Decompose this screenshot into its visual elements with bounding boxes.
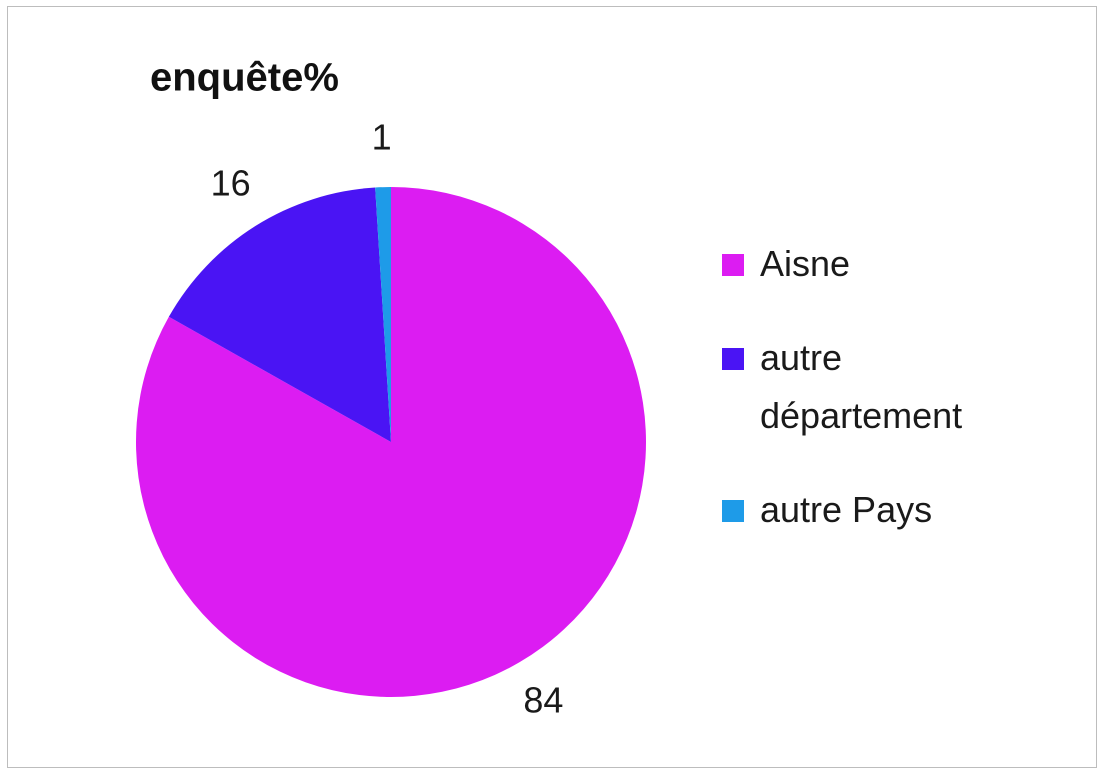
pie-slice [136,187,647,698]
pie-slice [168,187,391,442]
data-label: 1 [372,117,392,158]
legend-swatch [722,500,744,522]
data-label: 16 [211,163,251,204]
legend-swatch [722,254,744,276]
legend-item: Aisne [720,235,1040,293]
legend-item: autre Pays [720,481,1040,539]
legend-swatch [722,348,744,370]
legend-label: autre département [760,337,963,436]
legend: Aisne autre département autre Pays [720,235,1040,575]
chart-title: enquête% [150,56,339,100]
legend-label: Aisne [760,243,851,284]
legend-label: autre Pays [760,489,933,530]
pie-slice [375,187,391,442]
legend-item: autre département [720,329,1040,445]
data-label: 84 [523,679,563,720]
chart-frame [7,6,1097,768]
